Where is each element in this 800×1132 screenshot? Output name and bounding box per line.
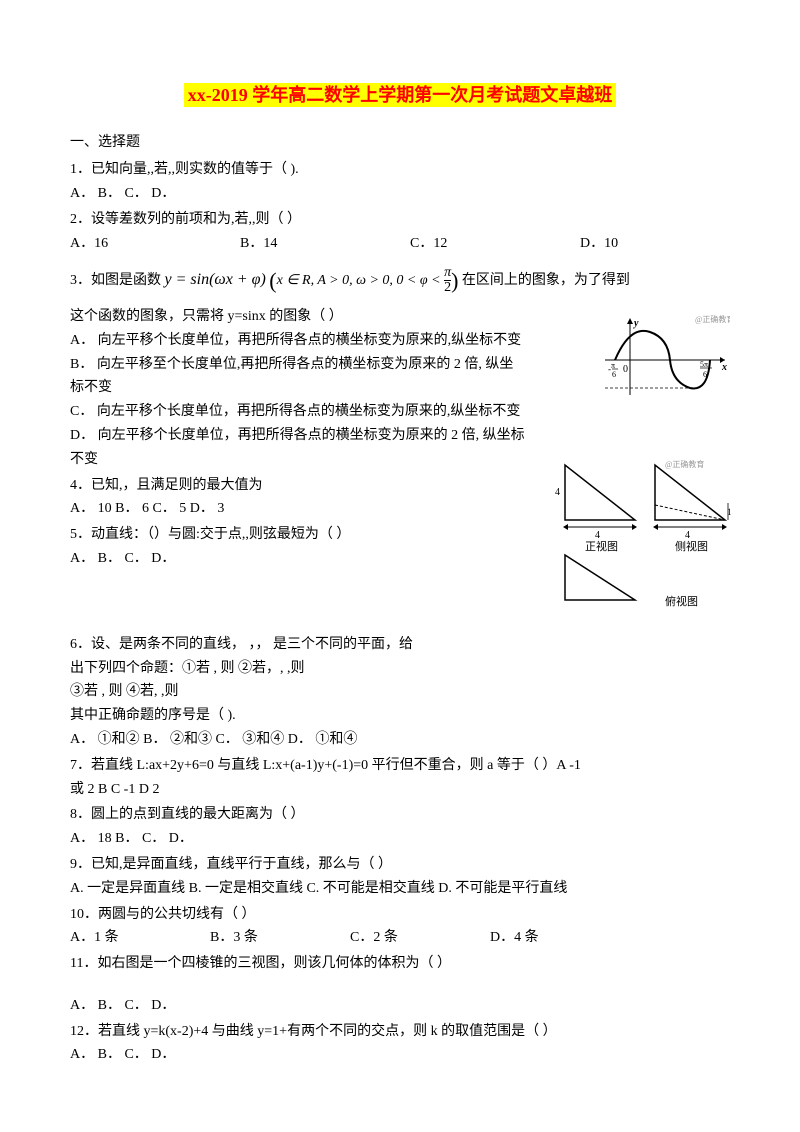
q10-optB: B．3 条 [210,926,350,950]
svg-text:6: 6 [612,370,616,379]
question-1: 1．已知向量,,若,,则实数的值等于（ ). A． B． C． D． [70,158,730,206]
q8-text: 8．圆上的点到直线的最大距离为（ ） [70,803,730,827]
q3-pre: 3．如图是函数 [70,273,161,288]
svg-text:y: y [633,318,639,329]
q9-text: 9．已知,是异面直线，直线平行于直线，那么与（ ） [70,853,730,877]
q3-optD: D． 向左平移个长度单位，再把所得各点的横坐标变为原来的 2 倍, 纵坐标 [70,424,730,448]
q2-optA: A．16 [70,232,240,256]
q1-options: A． B． C． D． [70,182,730,206]
question-6: 6．设、是两条不同的直线， ，， 是三个不同的平面，给 出下列四个命题：①若 ,… [70,633,730,752]
exam-title: xx-2019 学年高二数学上学期第一次月考试题文卓越班 [70,80,730,111]
question-12: 12．若直线 y=k(x-2)+4 与曲线 y=1+有两个不同的交点，则 k 的… [70,1020,730,1068]
q9-options: A. 一定是异面直线 B. 一定是相交直线 C. 不可能是相交直线 D. 不可能… [70,877,730,901]
svg-text:x: x [721,362,727,373]
watermark-text-2: @正确教育 [665,459,704,469]
question-8: 8．圆上的点到直线的最大距离为（ ） A． 18 B． C． D． [70,803,730,851]
svg-text:5π: 5π [700,360,708,369]
q3-post: 在区间上的图象，为了得到 [462,273,630,288]
q10-optA: A．1 条 [70,926,210,950]
title-text: xx-2019 学年高二数学上学期第一次月考试题文卓越班 [184,83,617,107]
svg-text:0: 0 [623,364,628,375]
q7-text: 7．若直线 L:ax+2y+6=0 与直线 L:x+(a-1)y+(-1)=0 … [70,754,730,778]
q6-options: A． ①和② B． ②和③ C． ③和④ D． ①和④ [70,728,730,752]
question-11: 11．如右图是一个四棱锥的三视图，则该几何体的体积为（ ） A． B． C． D… [70,952,730,1018]
top-view-label: 俯视图 [665,594,698,608]
q2-optD: D．10 [580,232,618,256]
question-9: 9．已知,是异面直线，直线平行于直线，那么与（ ） A. 一定是异面直线 B. … [70,853,730,901]
svg-text:4: 4 [685,530,690,541]
q3-line1: 3．如图是函数 y = sin(ωx + φ) (x ∈ R, A > 0, ω… [70,262,730,299]
sine-graph: @正确教育 y x - π 6 0 5π 6 [600,310,730,405]
q11-options: A． B． C． D． [70,994,730,1018]
q10-optC: C．2 条 [350,926,490,950]
q2-text: 2．设等差数列的前项和为,若,,则（ ） [70,208,730,232]
q11-text: 11．如右图是一个四棱锥的三视图，则该几何体的体积为（ ） [70,952,730,976]
q12-options: A． B． C． D． [70,1043,730,1067]
q6-text: 6．设、是两条不同的直线， ，， 是三个不同的平面，给 [70,633,730,657]
svg-text:4: 4 [555,487,560,498]
q12-text: 12．若直线 y=k(x-2)+4 与曲线 y=1+有两个不同的交点，则 k 的… [70,1020,730,1044]
question-7: 7．若直线 L:ax+2y+6=0 与直线 L:x+(a-1)y+(-1)=0 … [70,754,730,802]
svg-text:π: π [611,361,615,370]
section-1-header: 一、选择题 [70,131,730,155]
svg-text:4: 4 [595,530,600,541]
question-10: 10．两圆与的公共切线有（ ） A．1 条 B．3 条 C．2 条 D．4 条 [70,903,730,951]
q6-line3: ③若 , 则 ④若, ,则 [70,680,730,704]
watermark-text: @正确教育 [695,314,730,324]
side-view-label: 侧视图 [675,539,708,553]
front-view-label: 正视图 [585,539,618,553]
three-views-graph: @正确教育 4 4 正视图 1 4 侧视图 俯视图 [555,455,735,615]
q6-line2: 出下列四个命题：①若 , 则 ②若，, ,则 [70,657,730,681]
q2-optB: B．14 [240,232,410,256]
q6-line4: 其中正确命题的序号是（ ). [70,704,730,728]
q2-optC: C．12 [410,232,580,256]
q10-optD: D．4 条 [490,926,539,950]
q8-options: A． 18 B． C． D． [70,827,730,851]
question-2: 2．设等差数列的前项和为,若,,则（ ） A．16 B．14 C．12 D．10 [70,208,730,256]
q10-text: 10．两圆与的公共切线有（ ） [70,903,730,927]
q1-text: 1．已知向量,,若,,则实数的值等于（ ). [70,158,730,182]
q7-line2: 或 2 B C -1 D 2 [70,778,730,802]
